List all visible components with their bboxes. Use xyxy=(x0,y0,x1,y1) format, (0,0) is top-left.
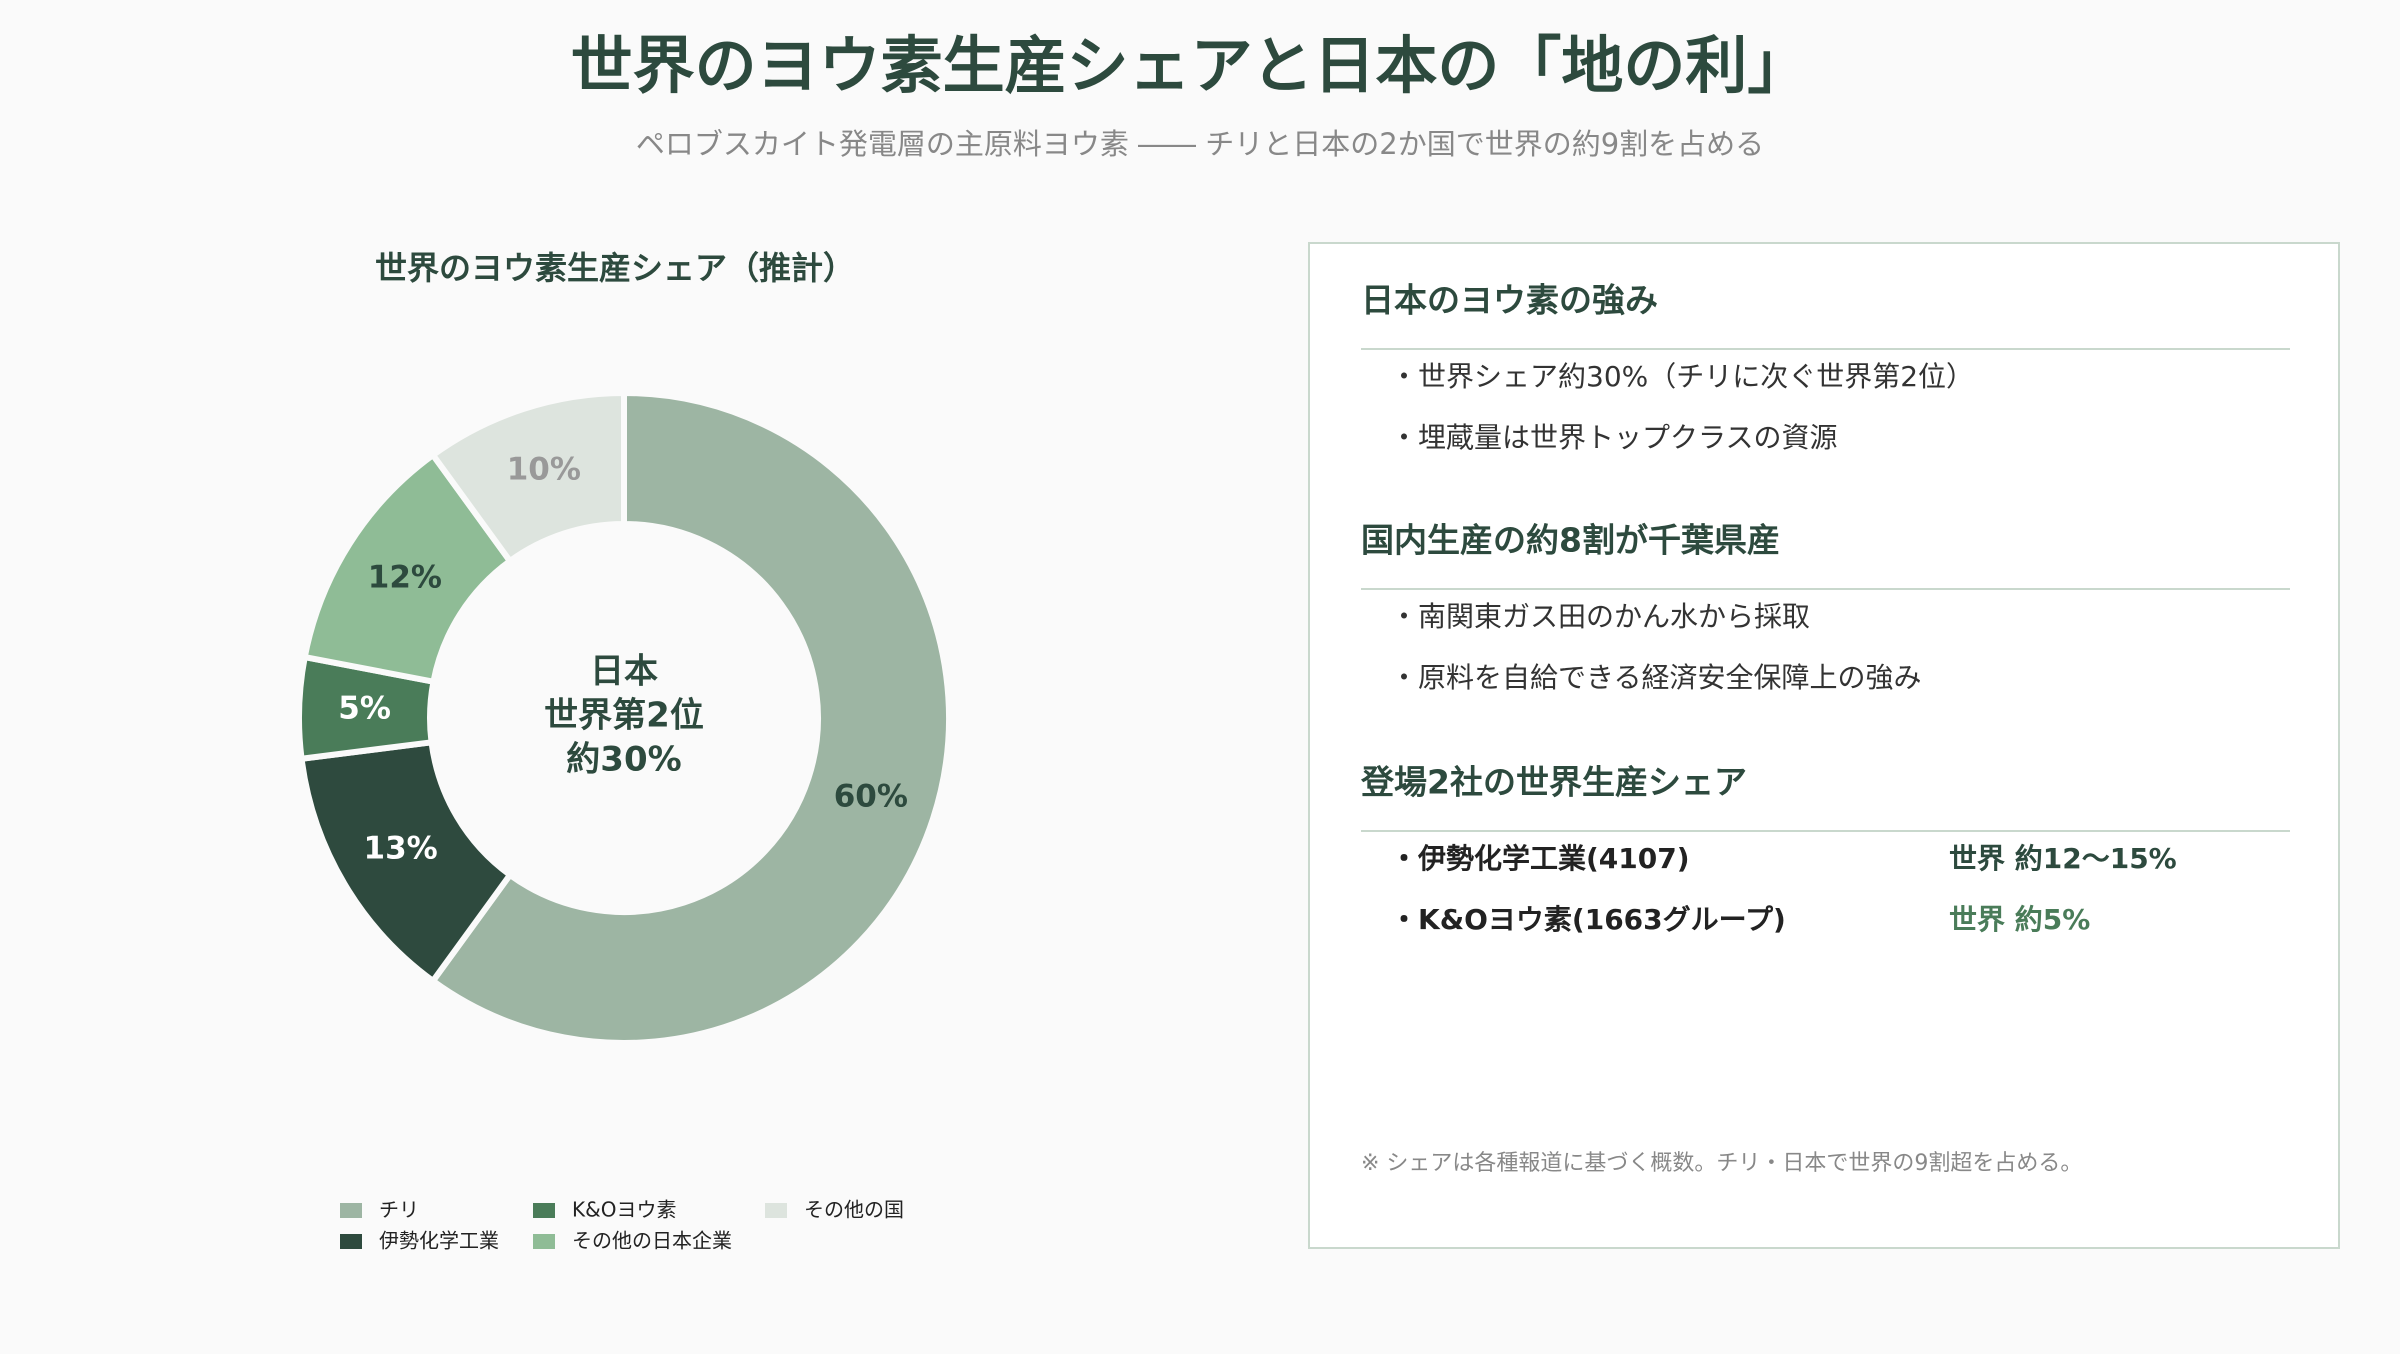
legend-label: その他の国 xyxy=(804,1198,904,1222)
bullet-item: ・原料を自給できる経済安全保障上の強み xyxy=(1390,661,1921,694)
bullet-item: ・世界シェア約30%（チリに次ぐ世界第2位） xyxy=(1390,360,1974,393)
legend-swatch xyxy=(533,1203,555,1218)
data-label: 60% xyxy=(834,779,908,815)
donut-segment xyxy=(428,389,627,566)
legend-swatch xyxy=(340,1203,362,1218)
legend-swatch xyxy=(533,1234,555,1249)
section-heading: 日本のヨウ素の強み xyxy=(1361,281,1658,320)
center-annotation: 約30% xyxy=(566,740,681,780)
chart-title: 世界のヨウ素生産シェア（推計） xyxy=(375,249,855,287)
data-label: 13% xyxy=(364,831,438,867)
page-subtitle: ペロブスカイト発電層の主原料ヨウ素 ―― チリと日本の2か国で世界の約9割を占め… xyxy=(636,127,1764,161)
data-label: 10% xyxy=(507,452,581,488)
center-annotation: 世界第2位 xyxy=(544,696,704,736)
section-heading: 国内生産の約8割が千葉県産 xyxy=(1361,521,1780,560)
footnote: ※ シェアは各種報道に基づく概数。チリ・日本で世界の9割超を占める。 xyxy=(1361,1151,2082,1176)
section-heading: 登場2社の世界生産シェア xyxy=(1360,763,1747,802)
legend-swatch xyxy=(765,1203,787,1218)
data-label: 12% xyxy=(368,559,442,595)
center-annotation: 日本 xyxy=(590,652,658,692)
company-share: 世界 約5% xyxy=(1949,903,2090,936)
bullet-item: ・埋蔵量は世界トップクラスの資源 xyxy=(1390,421,1837,454)
company-name: ・K&Oヨウ素(1663グループ) xyxy=(1390,903,1786,936)
legend-label: その他の日本企業 xyxy=(572,1229,732,1253)
info-panel xyxy=(1308,242,2340,1249)
bullet-item: ・南関東ガス田のかん水から採取 xyxy=(1390,600,1810,633)
legend-label: チリ xyxy=(379,1198,419,1222)
company-name: ・伊勢化学工業(4107) xyxy=(1390,842,1690,875)
legend-label: 伊勢化学工業 xyxy=(379,1229,499,1253)
company-share: 世界 約12〜15% xyxy=(1949,842,2177,875)
donut-segment xyxy=(428,389,952,1046)
page-title: 世界のヨウ素生産シェアと日本の「地の利」 xyxy=(571,29,1810,102)
legend-swatch xyxy=(340,1234,362,1249)
data-label: 5% xyxy=(338,690,391,726)
legend-label: K&Oヨウ素 xyxy=(572,1198,676,1222)
